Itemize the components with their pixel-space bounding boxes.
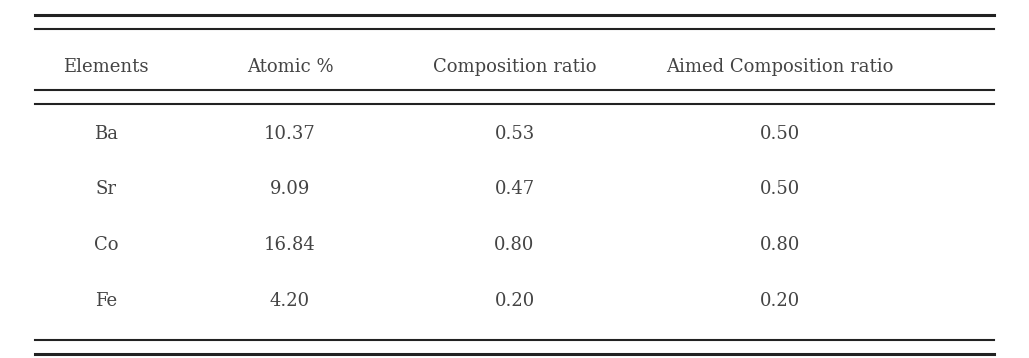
Text: 10.37: 10.37 [264,125,316,142]
Text: Aimed Composition ratio: Aimed Composition ratio [666,58,893,76]
Text: Co: Co [94,236,118,255]
Text: Sr: Sr [96,180,116,198]
Text: 0.47: 0.47 [495,180,534,198]
Text: 0.50: 0.50 [759,125,800,142]
Text: 4.20: 4.20 [270,292,310,310]
Text: 0.80: 0.80 [494,236,535,255]
Text: 9.09: 9.09 [270,180,310,198]
Text: Ba: Ba [95,125,118,142]
Text: 0.50: 0.50 [759,180,800,198]
Text: 0.80: 0.80 [759,236,801,255]
Text: Fe: Fe [95,292,117,310]
Text: Composition ratio: Composition ratio [433,58,596,76]
Text: Atomic %: Atomic % [247,58,333,76]
Text: 0.53: 0.53 [494,125,535,142]
Text: Elements: Elements [64,58,149,76]
Text: 0.20: 0.20 [759,292,800,310]
Text: 0.20: 0.20 [494,292,535,310]
Text: 16.84: 16.84 [264,236,316,255]
